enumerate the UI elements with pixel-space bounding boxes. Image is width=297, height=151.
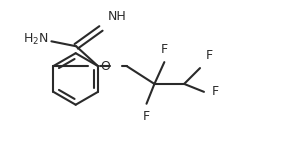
- Text: NH: NH: [108, 10, 127, 24]
- Text: F: F: [212, 85, 219, 98]
- Text: F: F: [161, 43, 168, 56]
- Text: H$_2$N: H$_2$N: [23, 32, 48, 47]
- Text: O: O: [100, 60, 110, 73]
- Text: F: F: [206, 49, 213, 62]
- Text: F: F: [143, 110, 150, 123]
